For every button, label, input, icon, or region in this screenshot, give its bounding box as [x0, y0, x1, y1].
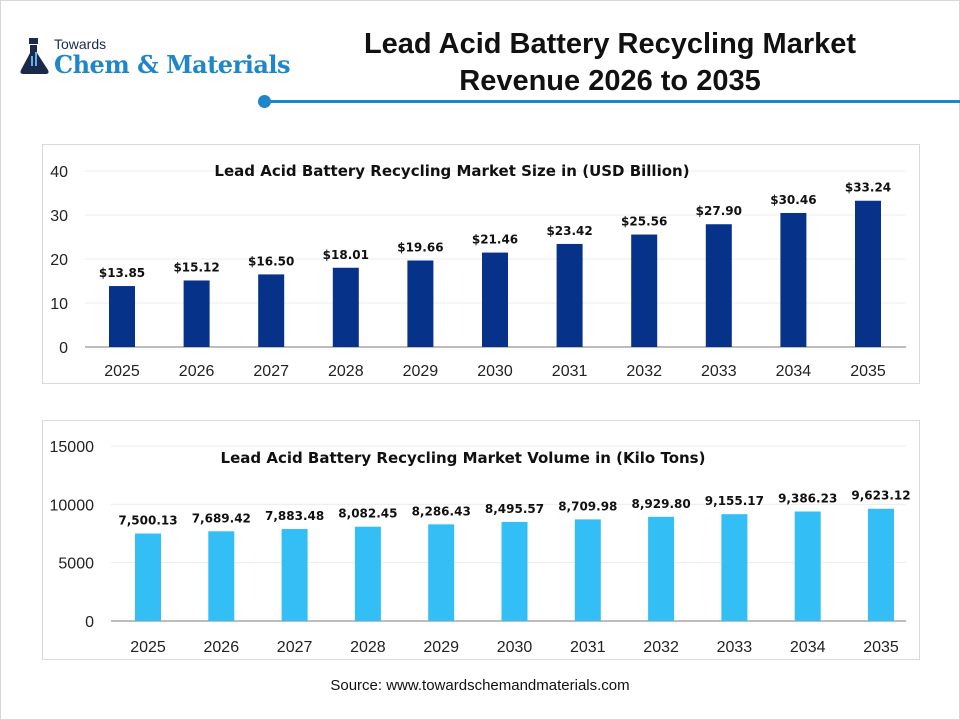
- volume-x-tick-label: 2027: [277, 639, 313, 656]
- revenue-bar: [780, 212, 807, 347]
- title-rule-dot: [258, 95, 271, 108]
- revenue-data-label: $16.50: [248, 254, 294, 268]
- revenue-data-label: $30.46: [770, 193, 816, 207]
- volume-data-label: 9,386.23: [778, 491, 837, 505]
- revenue-y-tick-label: 30: [50, 208, 68, 225]
- volume-bar: [648, 516, 675, 621]
- volume-data-label: 9,155.17: [705, 494, 764, 508]
- revenue-x-tick-label: 2026: [179, 363, 215, 380]
- logo-text-small: Towards: [54, 36, 107, 52]
- revenue-x-tick-label: 2030: [477, 363, 513, 380]
- volume-x-tick-label: 2033: [717, 639, 753, 656]
- volume-data-label: 7,500.13: [118, 513, 177, 527]
- volume-x-tick-label: 2031: [570, 639, 606, 656]
- revenue-data-label: $25.56: [621, 215, 667, 229]
- volume-bar: [354, 526, 381, 621]
- volume-bar: [574, 519, 601, 621]
- volume-bar: [721, 514, 748, 621]
- revenue-data-label: $15.12: [173, 260, 219, 274]
- revenue-data-label: $19.66: [397, 240, 443, 254]
- revenue-bar: [855, 200, 881, 347]
- revenue-bar: [407, 260, 434, 347]
- revenue-data-label: $27.90: [696, 204, 742, 218]
- revenue-data-label: $21.46: [472, 233, 518, 247]
- title-line-1: Lead Acid Battery Recycling Market: [363, 28, 857, 60]
- volume-bar: [794, 511, 821, 621]
- volume-bar: [428, 524, 455, 621]
- revenue-y-tick-label: 10: [50, 296, 68, 313]
- revenue-x-tick-label: 2025: [104, 363, 140, 380]
- page-title: Lead Acid Battery Recycling Market Reven…: [300, 26, 920, 100]
- volume-data-label: 9,623.12: [851, 489, 910, 503]
- revenue-bar: [109, 286, 135, 347]
- revenue-y-tick-label: 40: [50, 164, 68, 181]
- volume-bar: [135, 533, 161, 621]
- volume-x-tick-label: 2029: [423, 639, 459, 656]
- volume-y-tick-label: 0: [85, 614, 94, 631]
- logo-text-big: Chem & Materials: [54, 50, 291, 79]
- volume-chart-title: Lead Acid Battery Recycling Market Volum…: [221, 449, 706, 467]
- flask-icon: [20, 38, 49, 74]
- revenue-bar: [556, 243, 583, 347]
- revenue-bar: [705, 224, 732, 347]
- revenue-y-tick-label: 0: [59, 340, 68, 357]
- revenue-bar: [332, 267, 359, 347]
- revenue-data-label: $33.24: [845, 181, 891, 195]
- volume-data-label: 8,495.57: [485, 502, 544, 516]
- revenue-x-tick-label: 2031: [552, 363, 588, 380]
- volume-data-label: 8,286.43: [412, 504, 471, 518]
- revenue-x-tick-label: 2028: [328, 363, 364, 380]
- revenue-bar: [183, 280, 210, 347]
- revenue-data-label: $18.01: [323, 248, 369, 262]
- revenue-chart-title: Lead Acid Battery Recycling Market Size …: [214, 162, 689, 180]
- revenue-bar: [631, 234, 658, 347]
- volume-x-tick-label: 2035: [863, 639, 899, 656]
- volume-bar: [208, 531, 235, 621]
- volume-x-tick-label: 2026: [204, 639, 240, 656]
- revenue-x-tick-label: 2033: [701, 363, 737, 380]
- volume-y-tick-label: 10000: [50, 497, 95, 514]
- volume-y-tick-label: 5000: [58, 556, 94, 573]
- volume-x-tick-label: 2030: [497, 639, 533, 656]
- volume-data-label: 8,929.80: [631, 497, 690, 511]
- title-line-2: Revenue 2026 to 2035: [459, 65, 761, 97]
- volume-data-label: 8,709.98: [558, 499, 617, 513]
- revenue-x-tick-label: 2027: [253, 363, 289, 380]
- revenue-x-tick-label: 2035: [850, 363, 886, 380]
- revenue-data-label: $13.85: [99, 266, 145, 280]
- revenue-bar: [482, 252, 508, 347]
- source-text: Source: www.towardschemandmaterials.com: [330, 677, 630, 694]
- volume-y-tick-label: 15000: [50, 439, 95, 456]
- volume-data-label: 7,883.48: [265, 509, 324, 523]
- volume-data-label: 8,082.45: [338, 507, 397, 521]
- revenue-x-tick-label: 2032: [626, 363, 662, 380]
- volume-bar: [281, 529, 308, 621]
- revenue-y-tick-label: 20: [50, 252, 68, 269]
- volume-bar: [501, 521, 528, 621]
- volume-x-tick-label: 2034: [790, 639, 826, 656]
- title-rule: [265, 100, 960, 103]
- revenue-x-tick-label: 2029: [403, 363, 439, 380]
- revenue-x-tick-label: 2034: [776, 363, 812, 380]
- revenue-data-label: $23.42: [546, 224, 592, 238]
- volume-x-tick-label: 2032: [643, 639, 679, 656]
- volume-x-tick-label: 2025: [130, 639, 166, 656]
- volume-bar: [868, 508, 894, 621]
- revenue-bar: [258, 274, 285, 347]
- volume-x-tick-label: 2028: [350, 639, 386, 656]
- volume-data-label: 7,689.42: [192, 511, 251, 525]
